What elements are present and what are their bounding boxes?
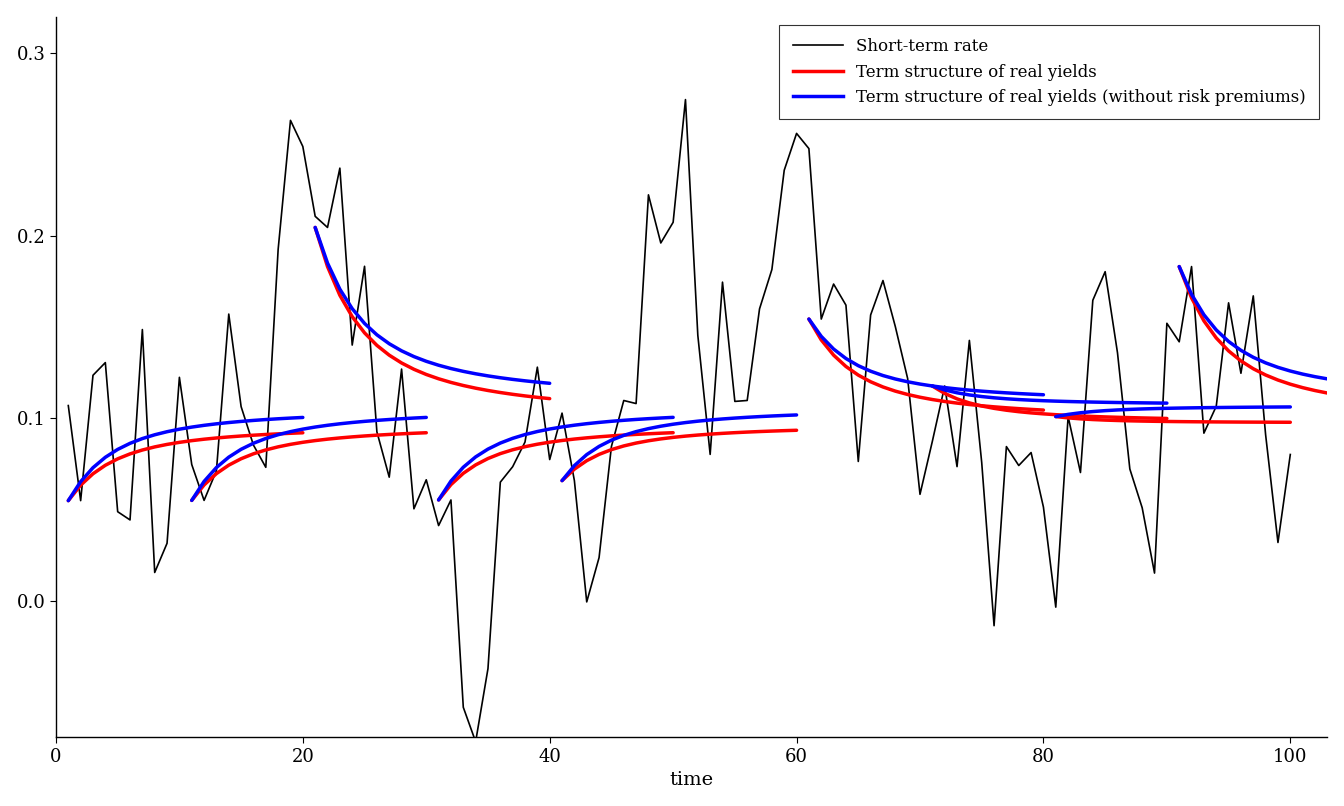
Legend: Short-term rate, Term structure of real yields, Term structure of real yields (w: Short-term rate, Term structure of real … — [780, 25, 1318, 119]
X-axis label: time: time — [669, 771, 714, 789]
